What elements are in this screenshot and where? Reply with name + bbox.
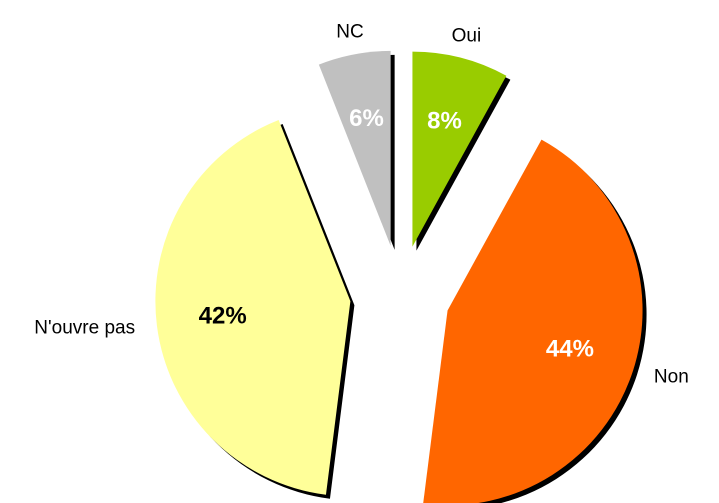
slice — [155, 119, 351, 495]
slice — [412, 51, 507, 247]
category-label: Non — [654, 367, 689, 388]
slice — [423, 139, 643, 503]
category-label: NC — [336, 22, 363, 43]
value-label: 42% — [199, 303, 247, 330]
value-label: 44% — [546, 336, 594, 363]
category-label: N'ouvre pas — [34, 317, 135, 338]
value-label: 6% — [349, 105, 384, 132]
category-label: Oui — [452, 25, 482, 46]
slice — [318, 50, 391, 246]
value-label: 8% — [427, 107, 462, 134]
